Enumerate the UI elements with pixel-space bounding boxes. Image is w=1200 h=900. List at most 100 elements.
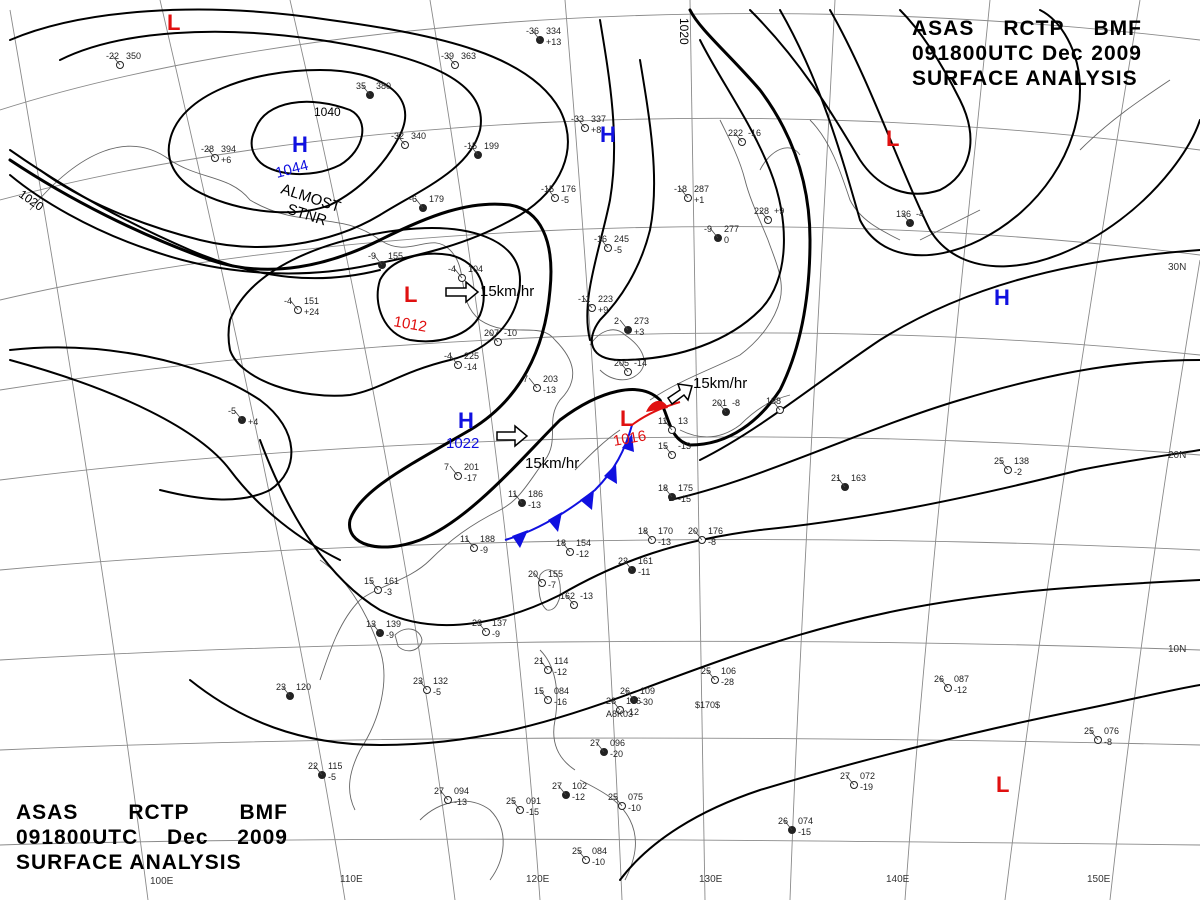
wind-barb	[469, 144, 479, 156]
station-temp: -4	[448, 264, 456, 274]
station-temp: 20	[688, 526, 698, 536]
station-temp: 35	[356, 81, 366, 91]
station-pressure: 076	[1104, 726, 1119, 736]
wind-barb	[206, 147, 216, 159]
isobar-1024-west	[9, 346, 293, 501]
high-value-1022: 1022	[446, 435, 479, 452]
station-tendency: -11	[638, 567, 650, 577]
wind-barb	[313, 764, 323, 776]
wind-barb	[396, 134, 406, 146]
station-plot: -9 155	[368, 251, 403, 269]
station-temp: 15	[364, 576, 374, 586]
station-temp: -28	[201, 144, 214, 154]
station-tendency: -16	[554, 697, 567, 707]
parallel-20n	[0, 436, 1200, 481]
station-tendency: -9	[386, 630, 394, 640]
station-pressure: 074	[798, 816, 813, 826]
station-temp: 228	[754, 206, 769, 216]
header-line-2: 091800UTC Dec 2009	[912, 41, 1142, 66]
station-pressure: 394	[221, 144, 236, 154]
isobar-1024	[9, 149, 381, 280]
station-temp: -6	[409, 194, 417, 204]
wind-barb	[565, 594, 575, 606]
station-plot: 35 380	[356, 81, 391, 99]
station-plot: 188	[766, 396, 784, 414]
arrow-high-south	[496, 424, 529, 448]
station-plot: 26 106-12	[606, 696, 641, 717]
station-temp: 11	[658, 416, 667, 426]
low-value-1012: 1012	[392, 313, 428, 336]
isobar-1012-south	[259, 439, 1200, 627]
station-temp: 22	[308, 761, 318, 771]
motion-label-3: 15km/hr	[693, 375, 747, 392]
station-pressure: 179	[429, 194, 444, 204]
isobars	[8, 8, 1200, 881]
station-temp: 23	[472, 618, 482, 628]
station-temp: 26	[620, 686, 630, 696]
station-plot: 201 -8	[712, 398, 740, 416]
station-temp: 162	[560, 591, 575, 601]
station-tendency: +6	[221, 155, 231, 165]
footer-title: SURFACE ANALYSIS	[16, 851, 242, 874]
wind-barb	[546, 187, 556, 199]
station-pressure: 094	[454, 786, 469, 796]
station-plot: 18 154-12	[556, 538, 591, 559]
station-pressure: 380	[376, 81, 391, 91]
wind-barb	[613, 795, 623, 807]
wind-barb	[289, 299, 299, 311]
station-pressure: 163	[851, 473, 866, 483]
coast-hainan	[394, 628, 423, 652]
parallel-15n	[0, 539, 1200, 571]
station-pressure: 225	[464, 351, 479, 361]
station-plot: 25 075-10	[608, 792, 643, 813]
station-temp: 27	[590, 738, 600, 748]
wind-barb	[901, 212, 911, 224]
station-plot: 26 109-30	[620, 686, 655, 707]
arrow-low-north	[445, 280, 480, 304]
station-pressure: 132	[433, 676, 448, 686]
station-plot: 25 084-10	[572, 846, 607, 867]
station-temp: 18	[556, 538, 566, 548]
station-tendency: -10	[592, 857, 605, 867]
station-temp: 27	[840, 771, 850, 781]
station-temp: 15	[658, 441, 668, 451]
station-plot: 222 -16	[728, 128, 761, 146]
wind-barb	[465, 537, 475, 549]
station-temp: 26	[606, 696, 616, 706]
station-plot: 21 114-12	[534, 656, 568, 677]
station-pressure: 084	[554, 686, 569, 696]
station-pressure: 138	[1014, 456, 1029, 466]
coast-hokkaido-sakhalin	[759, 119, 901, 241]
station-tendency: -9	[480, 545, 488, 555]
station-plot: 22 115-5	[308, 761, 342, 782]
wind-barb	[528, 377, 538, 389]
station-tendency: -13	[543, 385, 556, 395]
isobar-1036	[167, 69, 407, 214]
isobar-1032	[39, 30, 482, 248]
station-plot: -15 199	[464, 141, 499, 159]
front-triangle-1	[512, 530, 528, 548]
meridian-140e	[904, 0, 991, 900]
wind-barb	[446, 54, 456, 66]
station-pressure: 102	[572, 781, 587, 791]
station-plot: 27 072-19	[840, 771, 875, 792]
station-temp: 25	[572, 846, 582, 856]
wind-barb	[611, 699, 621, 711]
wind-barb	[1089, 729, 1099, 741]
station-pressure: 151	[304, 296, 319, 306]
station-plot: -32 340	[391, 131, 426, 149]
station-plot: 26 087-12	[934, 674, 969, 695]
parallel-0	[0, 838, 1200, 846]
station-tendency: +24	[304, 307, 319, 317]
lon-label-100e: 100E	[150, 876, 174, 887]
wind-barb	[939, 677, 949, 689]
low-center-northwest: L	[167, 10, 180, 35]
station-plot: 22 161-11	[618, 556, 653, 577]
station-pressure: 245	[614, 234, 629, 244]
station-pressure: 176	[561, 184, 576, 194]
wind-barb	[783, 819, 793, 831]
station-temp: 222	[728, 128, 743, 138]
station-tendency: -8	[1104, 737, 1112, 747]
station-id: $170$	[695, 700, 720, 710]
station-plot: 27 102-12	[552, 781, 587, 802]
